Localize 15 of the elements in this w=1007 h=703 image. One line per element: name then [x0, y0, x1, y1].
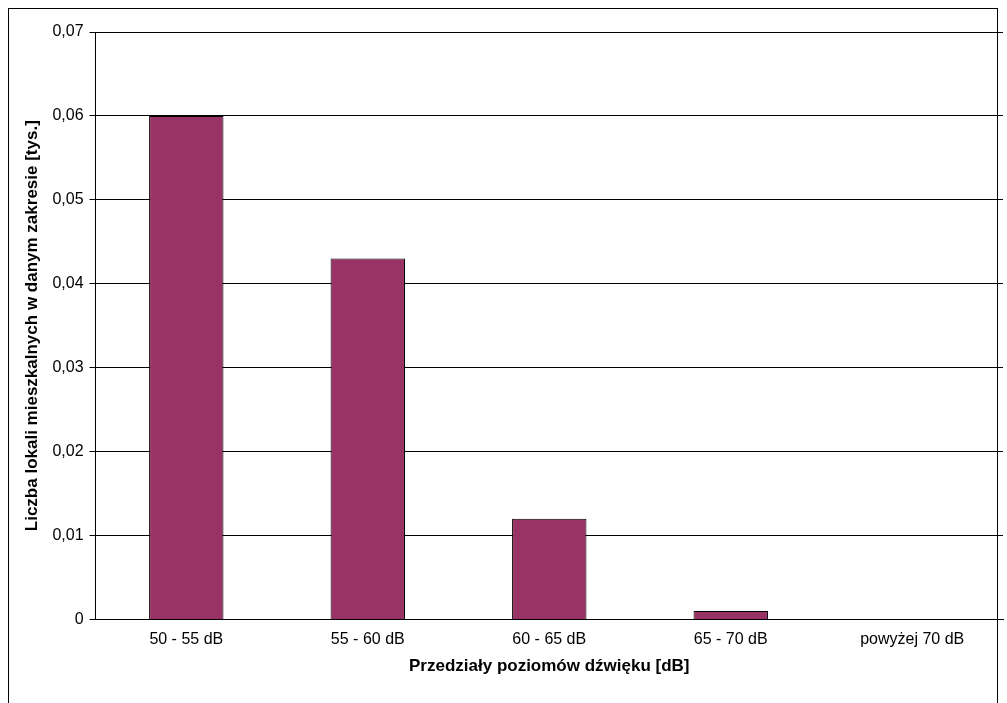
y-axis-title: Liczba lokali mieszkalnych w danym zakresie [tys.] [21, 120, 41, 532]
y-tick-label: 0,06 [52, 106, 84, 124]
x-tick-label: 50 - 55 dB [149, 630, 224, 648]
y-tick-label: 0 [74, 609, 84, 627]
x-tick-label: 55 - 60 dB [330, 630, 405, 648]
y-tick-label: 0,07 [52, 22, 84, 40]
x-tick-label: 65 - 70 dB [693, 630, 768, 648]
y-tick-label: 0,03 [52, 358, 84, 376]
y-tick-label: 0,02 [52, 441, 84, 459]
x-axis-title: Przedziały poziomów dźwięku [dB] [409, 656, 690, 676]
x-tick-label: powyżej 70 dB [860, 630, 965, 648]
y-tick-label: 0,04 [52, 274, 84, 292]
x-tick-label: 60 - 65 dB [512, 630, 587, 648]
y-tick-label: 0,05 [52, 190, 84, 208]
y-tick-label: 0,01 [52, 525, 84, 543]
